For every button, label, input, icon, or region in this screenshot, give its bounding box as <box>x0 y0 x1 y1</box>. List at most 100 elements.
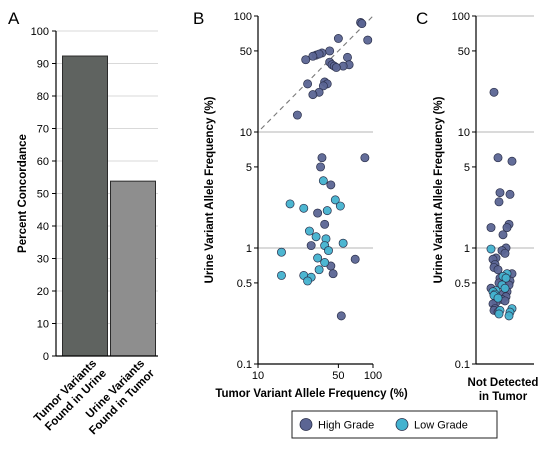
panel-b-axes <box>257 15 374 365</box>
x-axis-label-line: in Tumor <box>479 391 528 403</box>
panel-c-points <box>486 87 517 321</box>
point-low-grade <box>311 232 321 242</box>
legend-label-low-grade: Low Grade <box>414 420 468 432</box>
point-low-grade <box>501 273 511 283</box>
point-high-grade <box>301 55 311 65</box>
y-tick-label: 50 <box>37 189 49 201</box>
point-high-grade <box>502 223 512 233</box>
panel-c-scatter: C 0.1 0.5 1 5 10 50 100 Urine Variant Allele F… <box>416 9 538 403</box>
point-low-grade <box>493 293 503 303</box>
point-high-grade <box>336 311 346 321</box>
point-low-grade <box>330 195 340 205</box>
panel-b-y-ticks: 0.1 0.5 1 5 10 50 100 <box>234 11 258 371</box>
point-low-grade <box>304 226 314 236</box>
point-high-grade <box>320 219 330 229</box>
point-low-grade <box>320 258 330 267</box>
bar-2 <box>110 180 156 357</box>
y-tick-label: 0.1 <box>455 359 470 371</box>
y-tick-label: 70 <box>37 124 49 136</box>
point-high-grade <box>308 90 318 100</box>
point-high-grade <box>316 162 326 172</box>
point-high-grade <box>505 189 515 199</box>
point-high-grade <box>494 197 504 207</box>
point-high-grade <box>292 110 302 120</box>
panel-a-y-axis-label: Percent Concordance <box>17 134 29 253</box>
point-high-grade <box>313 208 323 218</box>
point-low-grade <box>313 253 323 263</box>
point-low-grade <box>486 244 496 254</box>
point-low-grade <box>494 309 504 319</box>
y-tick-label: 100 <box>234 11 252 23</box>
point-high-grade <box>318 81 328 91</box>
point-high-grade <box>308 51 318 61</box>
legend-box <box>291 410 498 439</box>
y-tick-label: 10 <box>458 127 470 139</box>
panel-c-axes <box>475 15 534 365</box>
point-high-grade <box>303 79 313 89</box>
point-high-grade <box>331 63 341 72</box>
y-tick-label: 0.5 <box>237 278 252 290</box>
panel-b-scatter: B 0.1 0.5 1 5 10 50 100 10 50 100 Urine Variant … <box>193 9 408 400</box>
y-tick-label: 100 <box>452 11 470 23</box>
panel-c-x-axis-label: Not Detected in Tumor <box>468 377 539 403</box>
point-high-grade <box>500 248 510 258</box>
point-high-grade <box>343 52 352 62</box>
point-high-grade <box>363 35 373 45</box>
panel-b-points <box>277 17 373 321</box>
y-tick-label: 5 <box>464 162 470 174</box>
x-axis-label-line: Not Detected <box>468 377 539 389</box>
point-high-grade <box>489 87 499 97</box>
y-tick-label: 50 <box>458 46 470 58</box>
point-high-grade <box>486 223 496 233</box>
y-tick-label: 1 <box>246 243 252 255</box>
legend-label-high-grade: High Grade <box>318 420 374 432</box>
point-high-grade <box>493 153 503 163</box>
point-high-grade <box>507 156 517 166</box>
y-tick-label: 0.1 <box>237 359 252 371</box>
point-high-grade <box>306 241 316 250</box>
point-low-grade <box>299 203 309 213</box>
x-tick-label: 50 <box>332 370 344 382</box>
point-low-grade <box>500 283 510 293</box>
panel-c-y-axis-label: Urine Variant Allele Frequency (%) <box>433 96 445 283</box>
point-high-grade <box>493 265 503 275</box>
y-tick-label: 80 <box>37 91 49 103</box>
point-low-grade <box>338 238 348 248</box>
panel-b-x-ticks: 10 50 100 <box>252 364 382 382</box>
y-tick-label: 1 <box>464 243 470 255</box>
legend-marker-low-grade <box>395 418 409 431</box>
y-tick-label: 100 <box>31 26 49 38</box>
y-tick-label: 40 <box>37 221 49 233</box>
point-low-grade <box>324 246 333 256</box>
x-tick-label: 100 <box>364 370 382 382</box>
y-tick-label: 5 <box>246 162 252 174</box>
point-high-grade <box>495 188 505 198</box>
point-high-grade <box>357 19 367 29</box>
point-low-grade <box>318 176 328 186</box>
y-tick-label: 20 <box>37 286 49 298</box>
legend: High Grade Low Grade <box>291 410 498 439</box>
identity-dashed-line <box>260 15 374 130</box>
point-high-grade <box>498 230 508 240</box>
point-high-grade <box>325 46 335 56</box>
y-tick-label: 10 <box>240 127 252 139</box>
point-high-grade <box>317 153 327 163</box>
panel-a-label: A <box>8 9 20 28</box>
y-tick-label: 0.5 <box>455 278 470 290</box>
panel-b-y-axis-label: Urine Variant Allele Frequency (%) <box>204 96 216 283</box>
panel-a-y-ticks: 0 10 20 30 40 50 60 70 80 90 100 <box>31 26 56 363</box>
x-tick-label: 10 <box>252 370 264 382</box>
panel-a-bar-chart: A 0 10 20 30 40 50 60 70 80 90 100 Tumor VariantsF… <box>8 9 158 437</box>
panel-b-x-axis-label: Tumor Variant Allele Frequency (%) <box>215 388 408 400</box>
point-low-grade <box>285 199 295 209</box>
point-low-grade <box>322 206 332 216</box>
panel-b-label: B <box>193 9 204 28</box>
y-tick-label: 50 <box>240 46 252 58</box>
point-high-grade <box>328 269 338 279</box>
bar-1 <box>62 55 108 357</box>
y-tick-label: 30 <box>37 254 49 266</box>
y-tick-label: 60 <box>37 156 49 168</box>
panel-a-bars <box>62 55 156 357</box>
panel-c-y-ticks: 0.1 0.5 1 5 10 50 100 <box>452 11 476 371</box>
